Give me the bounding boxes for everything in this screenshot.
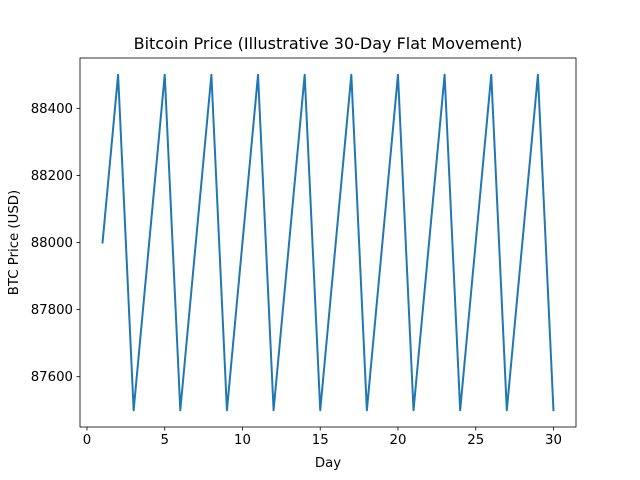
series-line-0 (101, 73, 555, 412)
y-tick-label: 87800 (31, 303, 73, 318)
plot-area (80, 58, 576, 427)
x-tick-label: 5 (161, 433, 169, 448)
x-tick-label: 25 (467, 433, 484, 448)
y-tick-label: 88000 (31, 236, 73, 251)
x-axis-ticks: 0 5 10 15 20 25 30 (83, 427, 562, 448)
x-tick-label: 10 (234, 433, 251, 448)
x-tick-label: 0 (83, 433, 91, 448)
y-axis-title: BTC Price (USD) (7, 190, 22, 295)
x-tick-label: 20 (390, 433, 407, 448)
x-tick-label: 30 (545, 433, 562, 448)
chart-title: Bitcoin Price (Illustrative 30-Day Flat … (134, 34, 523, 53)
series-layer (101, 73, 555, 412)
y-tick-label: 87600 (31, 370, 73, 385)
y-axis-ticks: 87600 87800 88000 88200 88400 (31, 102, 80, 385)
y-tick-label: 88200 (31, 169, 73, 184)
x-axis-title: Day (315, 456, 341, 471)
plot-frame (79, 57, 577, 428)
y-tick-label: 88400 (31, 102, 73, 117)
x-tick-label: 15 (312, 433, 329, 448)
